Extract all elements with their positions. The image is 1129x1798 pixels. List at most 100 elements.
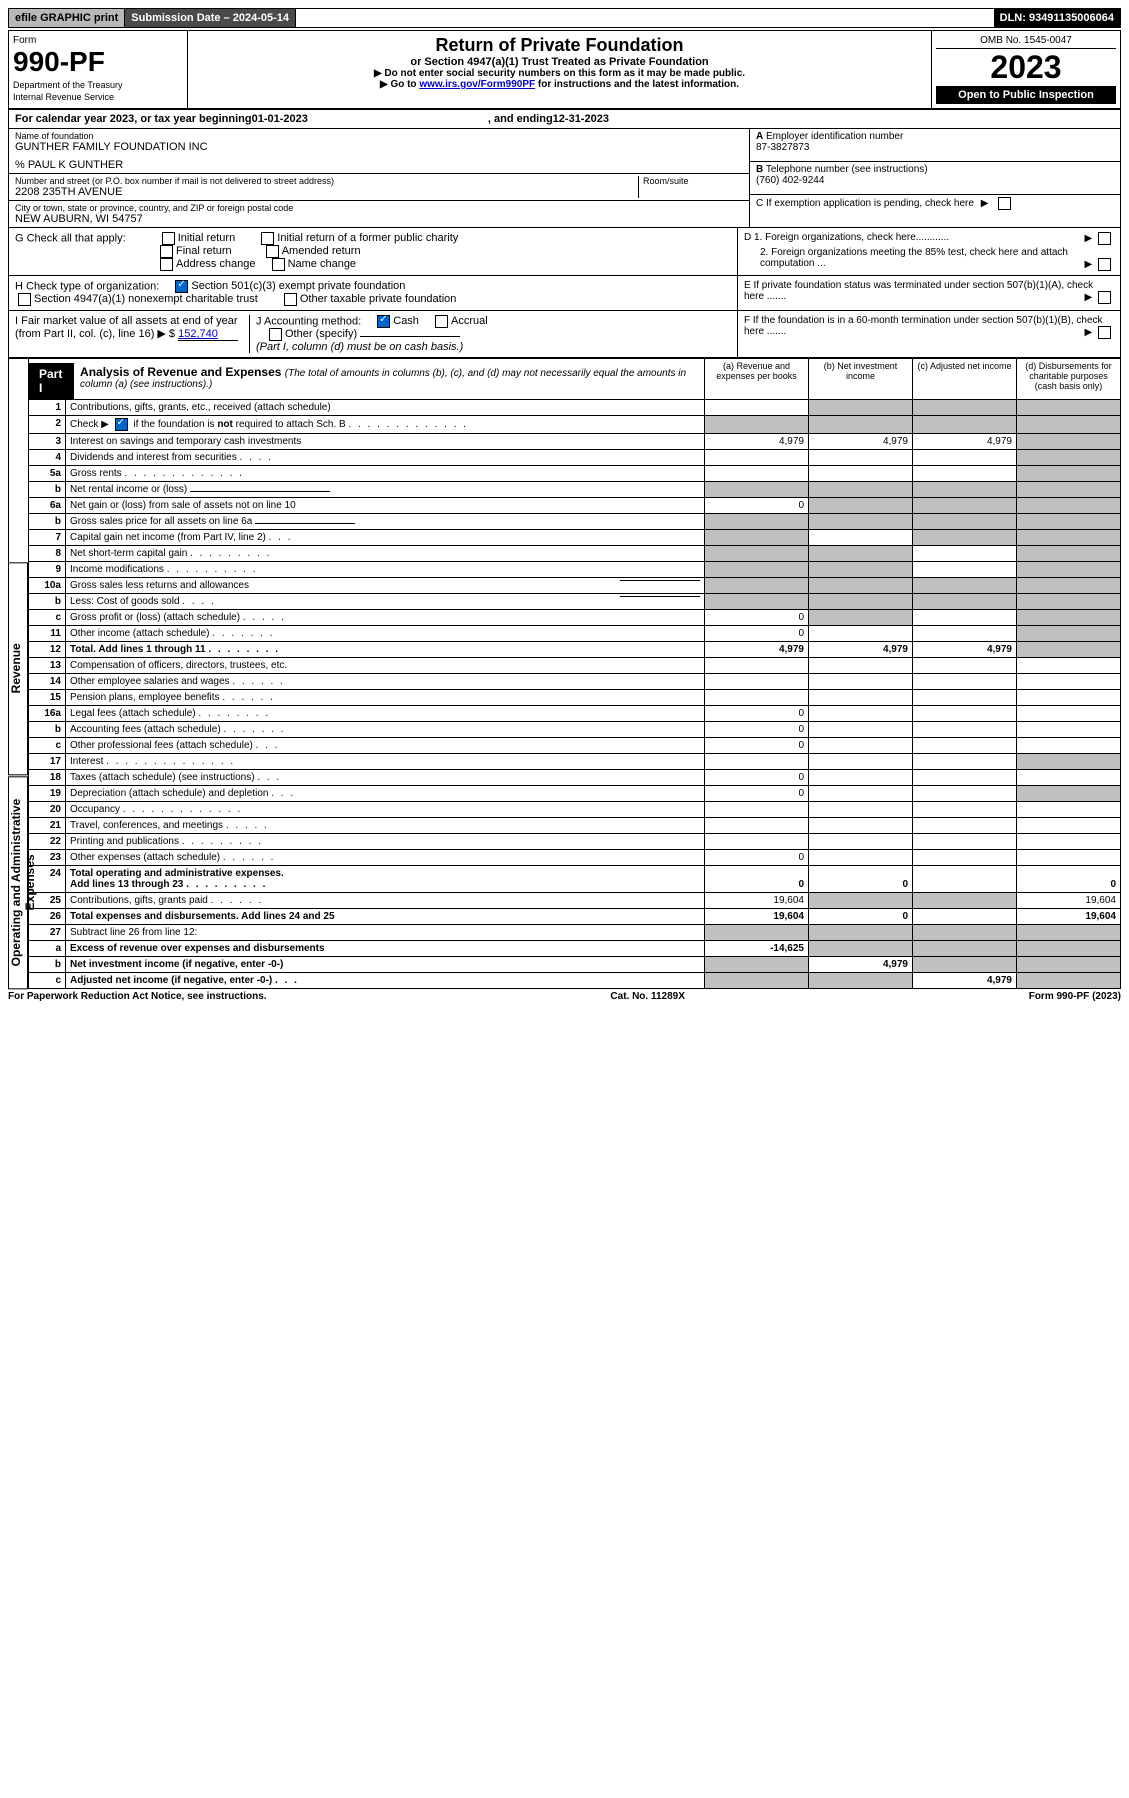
line-11: 11Other income (attach schedule) . . . .… (29, 626, 1121, 642)
part1-label: Part I (29, 363, 74, 399)
section-ij: I Fair market value of all assets at end… (8, 311, 1121, 358)
footer-right: Form 990-PF (2023) (1029, 991, 1121, 1002)
d1-row: D 1. Foreign organizations, check here..… (744, 232, 1114, 243)
cb-final-return[interactable] (160, 245, 173, 258)
address-label: Number and street (or P.O. box number if… (15, 176, 634, 186)
instructions-link[interactable]: www.irs.gov/Form990PF (419, 79, 535, 90)
calendar-pre: For calendar year 2023, or tax year begi… (15, 113, 252, 125)
fmv-value[interactable]: 152,740 (178, 328, 238, 341)
g-label: G Check all that apply: (15, 232, 126, 244)
cb-d1[interactable] (1098, 232, 1111, 245)
cb-cash[interactable] (377, 315, 390, 328)
l27a-desc: Excess of revenue over expenses and disb… (66, 941, 705, 957)
l18-a: 0 (705, 770, 809, 786)
part1-table: Part I Analysis of Revenue and Expenses … (28, 358, 1121, 989)
h-label: H Check type of organization: (15, 280, 159, 292)
l16c-desc: Other professional fees (attach schedule… (66, 738, 705, 754)
name-label: Name of foundation (15, 131, 743, 141)
l18-desc: Taxes (attach schedule) (see instruction… (66, 770, 705, 786)
submission-date: Submission Date – 2024-05-14 (125, 9, 296, 27)
line-8: 8Net short-term capital gain . . . . . .… (29, 546, 1121, 562)
l24-d: 0 (1017, 866, 1121, 893)
l26-a: 19,604 (705, 909, 809, 925)
l27a-a: -14,625 (705, 941, 809, 957)
line-21: 21Travel, conferences, and meetings . . … (29, 818, 1121, 834)
side-labels: Revenue Operating and Administrative Exp… (8, 358, 28, 989)
cb-initial-return[interactable] (162, 232, 175, 245)
l5b-desc: Net rental income or (loss) (66, 482, 705, 498)
l26-b: 0 (809, 909, 913, 925)
line-9: 9Income modifications . . . . . . . . . … (29, 562, 1121, 578)
line-16b: bAccounting fees (attach schedule) . . .… (29, 722, 1121, 738)
care-of: % PAUL K GUNTHER (15, 159, 743, 171)
h-4947: Section 4947(a)(1) nonexempt charitable … (34, 293, 258, 305)
phone-value: (760) 402-9244 (756, 175, 1114, 186)
cb-4947[interactable] (18, 293, 31, 306)
l16b-a: 0 (705, 722, 809, 738)
l15-desc: Pension plans, employee benefits . . . .… (66, 690, 705, 706)
ein-cell: A Employer identification number 87-3827… (750, 129, 1120, 162)
line-22: 22Printing and publications . . . . . . … (29, 834, 1121, 850)
l13-desc: Compensation of officers, directors, tru… (66, 658, 705, 674)
cb-d2[interactable] (1098, 258, 1111, 271)
line-16a: 16aLegal fees (attach schedule) . . . . … (29, 706, 1121, 722)
dept-treasury: Department of the Treasury (13, 80, 183, 90)
l26-d: 19,604 (1017, 909, 1121, 925)
line-19: 19Depreciation (attach schedule) and dep… (29, 786, 1121, 802)
e-label: If private foundation status was termina… (744, 280, 1093, 302)
cb-amended[interactable] (266, 245, 279, 258)
j-note: (Part I, column (d) must be on cash basi… (256, 341, 463, 353)
form-label: Form (13, 35, 183, 46)
c-checkbox[interactable] (998, 197, 1011, 210)
line-20: 20Occupancy . . . . . . . . . . . . . (29, 802, 1121, 818)
l6a-a: 0 (705, 498, 809, 514)
cb-e[interactable] (1098, 291, 1111, 304)
line-2: 2Check ▶ if the foundation is not requir… (29, 416, 1121, 434)
cb-address-change[interactable] (160, 258, 173, 271)
cb-f[interactable] (1098, 326, 1111, 339)
name-cell: Name of foundation GUNTHER FAMILY FOUNDA… (9, 129, 749, 174)
c-label: C If exemption application is pending, c… (756, 198, 974, 209)
line-7: 7Capital gain net income (from Part IV, … (29, 530, 1121, 546)
part1-title: Analysis of Revenue and Expenses (80, 365, 285, 379)
g-address: Address change (176, 258, 256, 270)
l26-desc: Total expenses and disbursements. Add li… (66, 909, 705, 925)
arrow-icon: ▶ (981, 198, 989, 209)
line-1: 1Contributions, gifts, grants, etc., rec… (29, 400, 1121, 416)
line-25: 25Contributions, gifts, grants paid . . … (29, 893, 1121, 909)
form-title: Return of Private Foundation (192, 35, 927, 56)
cb-other-taxable[interactable] (284, 293, 297, 306)
cb-sch-b[interactable] (115, 418, 128, 431)
l4-desc: Dividends and interest from securities .… (66, 450, 705, 466)
cb-name-change[interactable] (272, 258, 285, 271)
form-header: Form 990-PF Department of the Treasury I… (8, 30, 1121, 110)
cb-accrual[interactable] (435, 315, 448, 328)
form-subtitle: or Section 4947(a)(1) Trust Treated as P… (192, 56, 927, 68)
line-16c: cOther professional fees (attach schedul… (29, 738, 1121, 754)
line-18: 18Taxes (attach schedule) (see instructi… (29, 770, 1121, 786)
line-17: 17Interest . . . . . . . . . . . . . . (29, 754, 1121, 770)
l22-desc: Printing and publications . . . . . . . … (66, 834, 705, 850)
form-number: 990-PF (13, 46, 183, 78)
line-4: 4Dividends and interest from securities … (29, 450, 1121, 466)
l3-b: 4,979 (809, 434, 913, 450)
l16a-a: 0 (705, 706, 809, 722)
line-10b: bLess: Cost of goods sold . . . . (29, 594, 1121, 610)
j-cash: Cash (393, 315, 419, 327)
efile-print-button[interactable]: efile GRAPHIC print (9, 9, 125, 27)
cb-other-method[interactable] (269, 328, 282, 341)
cb-initial-former[interactable] (261, 232, 274, 245)
city-cell: City or town, state or province, country… (9, 201, 749, 227)
col-c-header: (c) Adjusted net income (913, 359, 1017, 400)
line-12: 12Total. Add lines 1 through 11 . . . . … (29, 642, 1121, 658)
line-5b: bNet rental income or (loss) (29, 482, 1121, 498)
g-final: Final return (176, 245, 232, 257)
l16a-desc: Legal fees (attach schedule) . . . . . .… (66, 706, 705, 722)
cb-501c3[interactable] (175, 280, 188, 293)
l23-desc: Other expenses (attach schedule) . . . .… (66, 850, 705, 866)
g-name-change: Name change (288, 258, 357, 270)
address-cell: Number and street (or P.O. box number if… (9, 174, 749, 201)
g-amended: Amended return (282, 245, 361, 257)
top-bar: efile GRAPHIC print Submission Date – 20… (8, 8, 1121, 28)
line-23: 23Other expenses (attach schedule) . . .… (29, 850, 1121, 866)
